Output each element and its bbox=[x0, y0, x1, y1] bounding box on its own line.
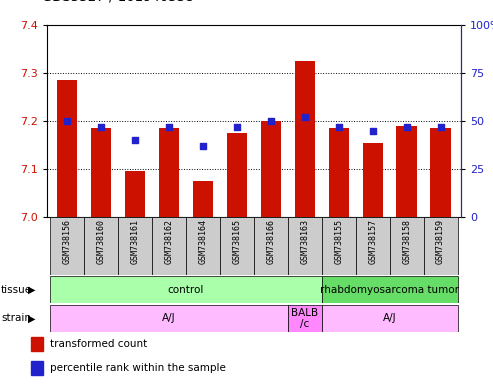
Text: BALB
/c: BALB /c bbox=[291, 308, 318, 329]
Bar bbox=[193, 181, 213, 217]
Bar bbox=[261, 121, 281, 217]
Text: GSM738156: GSM738156 bbox=[63, 219, 71, 264]
Point bbox=[267, 118, 275, 124]
Point bbox=[301, 114, 309, 120]
Bar bbox=[31, 338, 43, 351]
Point bbox=[97, 124, 105, 130]
Text: GSM738164: GSM738164 bbox=[199, 219, 208, 264]
Point bbox=[63, 118, 71, 124]
Text: GSM738162: GSM738162 bbox=[165, 219, 174, 264]
Bar bbox=[91, 128, 111, 217]
Point bbox=[335, 124, 343, 130]
Bar bbox=[50, 217, 84, 275]
Bar bbox=[152, 217, 186, 275]
Bar bbox=[288, 217, 322, 275]
Bar bbox=[322, 217, 356, 275]
Bar bbox=[50, 305, 288, 332]
Bar bbox=[389, 217, 423, 275]
Bar bbox=[322, 276, 458, 303]
Bar bbox=[288, 305, 322, 332]
Point bbox=[233, 124, 241, 130]
Point bbox=[403, 124, 411, 130]
Text: strain: strain bbox=[1, 313, 31, 323]
Text: GDS5527 / 101940538: GDS5527 / 101940538 bbox=[42, 0, 194, 4]
Text: GSM738159: GSM738159 bbox=[436, 219, 445, 264]
Bar bbox=[159, 128, 179, 217]
Bar bbox=[220, 217, 254, 275]
Bar bbox=[328, 128, 349, 217]
Text: GSM738155: GSM738155 bbox=[334, 219, 343, 264]
Point bbox=[369, 127, 377, 134]
Text: GSM738163: GSM738163 bbox=[300, 219, 309, 264]
Text: rhabdomyosarcoma tumor: rhabdomyosarcoma tumor bbox=[320, 285, 459, 295]
Bar bbox=[254, 217, 288, 275]
Point bbox=[165, 124, 173, 130]
Bar bbox=[186, 217, 220, 275]
Bar bbox=[57, 80, 77, 217]
Bar bbox=[430, 128, 451, 217]
Bar bbox=[362, 142, 383, 217]
Bar bbox=[396, 126, 417, 217]
Text: GSM738158: GSM738158 bbox=[402, 219, 411, 264]
Point bbox=[199, 143, 207, 149]
Text: ▶: ▶ bbox=[28, 285, 36, 295]
Text: tissue: tissue bbox=[1, 285, 32, 295]
Text: A/J: A/J bbox=[383, 313, 396, 323]
Text: GSM738157: GSM738157 bbox=[368, 219, 377, 264]
Text: percentile rank within the sample: percentile rank within the sample bbox=[50, 363, 226, 373]
Bar bbox=[227, 133, 247, 217]
Text: ▶: ▶ bbox=[28, 313, 36, 323]
Point bbox=[131, 137, 139, 143]
Bar bbox=[322, 305, 458, 332]
Text: GSM738165: GSM738165 bbox=[232, 219, 242, 264]
Text: transformed count: transformed count bbox=[50, 339, 147, 349]
Bar bbox=[84, 217, 118, 275]
Text: GSM738160: GSM738160 bbox=[97, 219, 106, 264]
Bar bbox=[31, 361, 43, 375]
Text: A/J: A/J bbox=[162, 313, 176, 323]
Point bbox=[437, 124, 445, 130]
Bar bbox=[118, 217, 152, 275]
Bar bbox=[356, 217, 389, 275]
Bar bbox=[295, 61, 315, 217]
Bar bbox=[125, 171, 145, 217]
Bar bbox=[423, 217, 458, 275]
Text: control: control bbox=[168, 285, 204, 295]
Text: GSM738161: GSM738161 bbox=[131, 219, 140, 264]
Text: GSM738166: GSM738166 bbox=[266, 219, 276, 264]
Bar bbox=[50, 276, 322, 303]
